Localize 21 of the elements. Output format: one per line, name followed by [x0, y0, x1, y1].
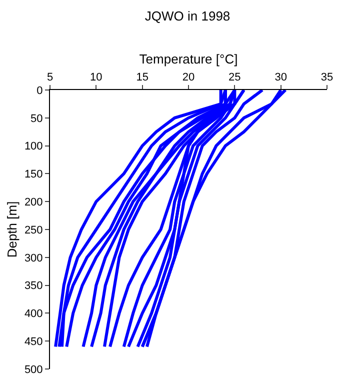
x-tick-label: 20: [182, 72, 195, 84]
y-tick-label: 50: [30, 112, 43, 125]
y-tick-label: 300: [24, 252, 43, 264]
y-tick-label: 0: [36, 84, 43, 97]
x-tick-label: 10: [90, 72, 102, 84]
x-tick-label: 5: [46, 72, 54, 84]
y-axis-title: Depth [m]: [4, 201, 20, 258]
y-tick-label: 200: [24, 196, 43, 208]
x-tick-label: 25: [228, 72, 241, 84]
y-tick-label: 450: [24, 336, 43, 348]
y-tick-label: 150: [24, 168, 43, 181]
x-tick-label: 35: [320, 72, 334, 84]
chart-title: JQWO in 1998: [144, 8, 230, 24]
y-tick-label: 250: [24, 224, 43, 236]
y-tick-label: 400: [24, 308, 43, 320]
x-tick-label: 15: [136, 72, 148, 84]
y-tick-label: 500: [24, 364, 43, 376]
x-axis-title: Temperature [°C]: [139, 52, 238, 67]
y-tick-label: 100: [24, 140, 43, 153]
x-tick-label: 30: [274, 72, 287, 84]
y-tick-label: 350: [24, 280, 43, 292]
